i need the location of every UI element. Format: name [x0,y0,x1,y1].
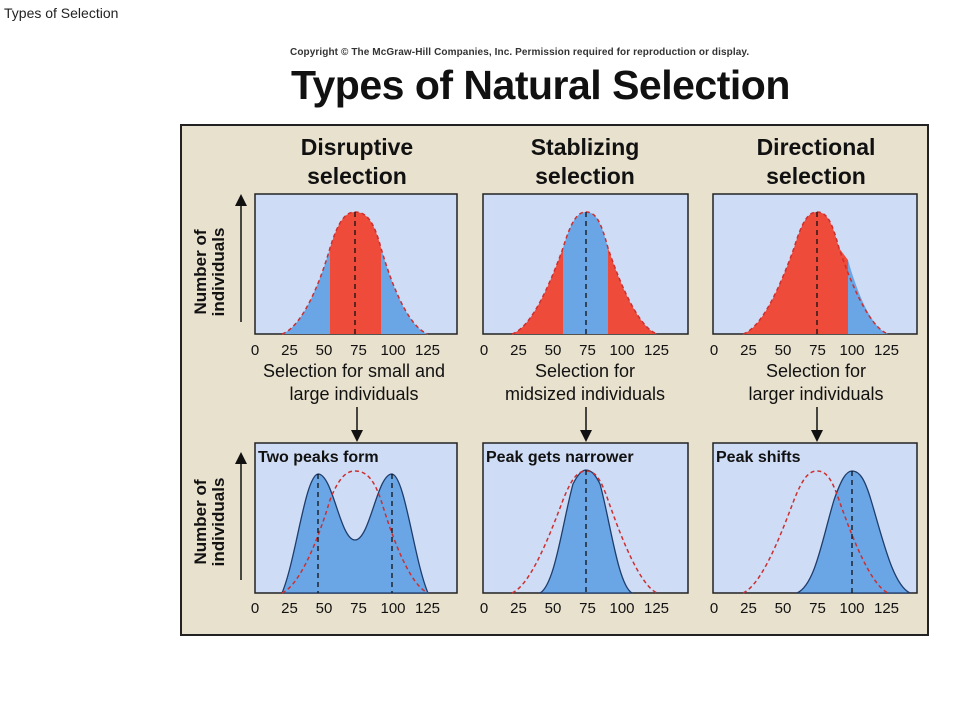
top-caption-line2: midsized individuals [505,384,665,404]
selected-against-area-right [608,248,657,334]
bottom-plot-label: Two peaks form [258,449,379,466]
heading-line2: selection [307,163,407,189]
heading-line1: Disruptive [301,134,413,160]
selected-against-area-left [512,248,563,334]
selected-against-area [330,212,381,334]
tick-label: 125 [874,342,899,359]
tick-label: 0 [710,600,718,617]
top-caption-line2: large individuals [289,384,418,404]
top-caption-line1: Selection for small and [263,361,445,381]
tick-label: 100 [380,600,405,617]
bottom-plot-stabilizing: Peak gets narrower [482,442,689,594]
bottom-plot-directional: Peak shifts [712,442,918,594]
bottom-axis-ticks: 0 25 50 75 100 125 [480,600,669,617]
y-axis-label-line1: Number of [191,479,210,564]
tick-label: 0 [251,342,259,359]
survivor-area [848,260,888,334]
tick-label: 0 [251,600,259,617]
tick-label: 125 [415,600,440,617]
tick-label: 25 [281,342,298,359]
bottom-plot-label: Peak shifts [716,449,801,466]
top-plot-stabilizing [482,193,689,335]
top-caption-line1: Selection for [535,361,635,381]
original-distribution-curve [511,470,658,594]
y-axis-label-line2: individuals [209,228,228,317]
page-title: Types of Selection [4,5,119,21]
survivor-area-right [381,248,428,334]
survivor-area [563,212,608,334]
bottom-axis-ticks: 0 25 50 75 100 125 [251,600,440,617]
top-axis-ticks: 0 25 50 75 100 125 [251,342,440,359]
selected-against-area [743,212,848,334]
column-stabilizing: Stablizing selection 0 25 50 75 100 125 Selec… [480,134,689,617]
heading-line2: selection [535,163,635,189]
tick-label: 0 [480,342,488,359]
original-distribution-curve [281,470,429,594]
tick-label: 0 [480,600,488,617]
tick-label: 75 [579,342,596,359]
column-disruptive: Disruptive selection 0 25 50 75 100 125 Selec… [251,134,458,617]
y-axis-label-line2: individuals [209,478,228,567]
tick-label: 0 [710,342,718,359]
heading-line2: selection [766,163,866,189]
tick-label: 50 [775,600,792,617]
y-axis-label-bottom: Number of individuals [191,452,247,580]
tick-label: 25 [510,600,527,617]
tick-label: 100 [609,342,634,359]
tick-label: 50 [316,342,333,359]
tick-label: 75 [809,600,826,617]
tick-label: 25 [740,600,757,617]
top-plot-directional [712,193,918,335]
tick-label: 100 [839,342,864,359]
tick-label: 75 [350,600,367,617]
top-axis-ticks: 0 25 50 75 100 125 [710,342,899,359]
tick-label: 125 [644,342,669,359]
tick-label: 100 [839,600,864,617]
y-axis-label-line1: Number of [191,229,210,314]
tick-label: 75 [579,600,596,617]
top-axis-ticks: 0 25 50 75 100 125 [480,342,669,359]
tick-label: 50 [545,600,562,617]
bottom-plot-label: Peak gets narrower [486,449,634,466]
tick-label: 50 [775,342,792,359]
tick-label: 25 [740,342,757,359]
tick-label: 125 [874,600,899,617]
tick-label: 125 [415,342,440,359]
bottom-plot-disruptive: Two peaks form [254,442,458,594]
y-axis-label-top: Number of individuals [191,194,247,322]
tick-label: 100 [380,342,405,359]
tick-label: 25 [510,342,527,359]
top-plot-disruptive [254,193,458,335]
tick-label: 100 [609,600,634,617]
bottom-axis-ticks: 0 25 50 75 100 125 [710,600,899,617]
column-directional: Directional selection 0 25 50 75 100 125 Sele… [710,134,918,617]
figure-title: Types of Natural Selection [291,62,790,108]
heading-line1: Directional [757,134,876,160]
tick-label: 75 [350,342,367,359]
tick-label: 125 [644,600,669,617]
tick-label: 50 [545,342,562,359]
top-caption-line1: Selection for [766,361,866,381]
top-caption-line2: larger individuals [748,384,883,404]
heading-line1: Stablizing [531,134,640,160]
tick-label: 50 [316,600,333,617]
tick-label: 75 [809,342,826,359]
survivor-area-left [282,248,330,334]
tick-label: 25 [281,600,298,617]
copyright-notice: Copyright © The McGraw-Hill Companies, I… [290,47,750,58]
original-distribution-curve [742,470,889,594]
